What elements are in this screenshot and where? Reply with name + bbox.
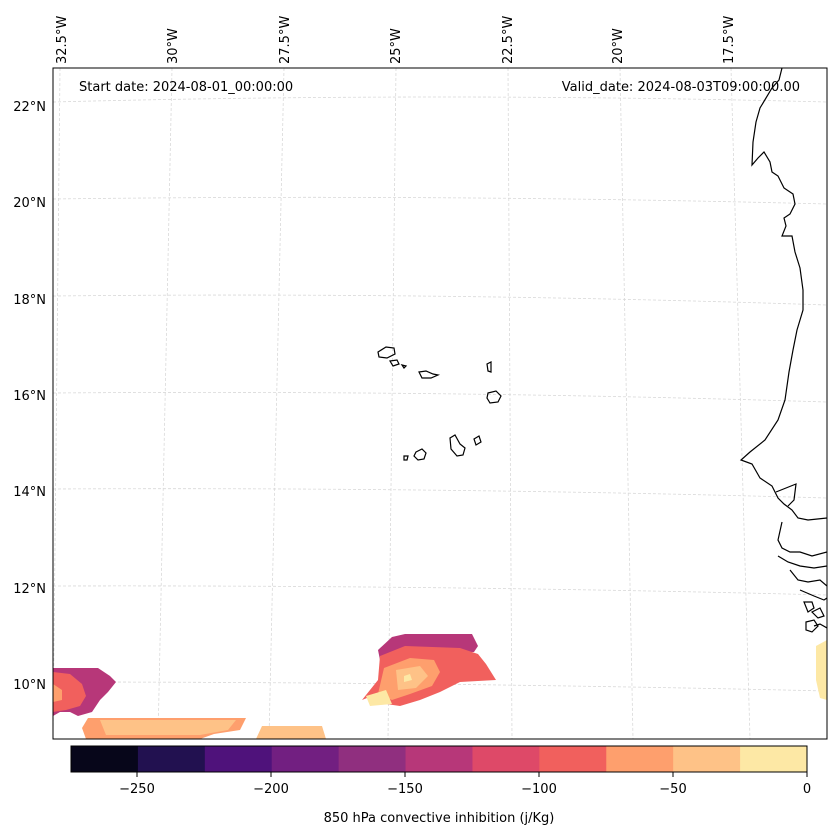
valid-date-label: Valid_date: 2024-08-03T09:00:00.00 [562,80,800,95]
cin-south-strip-2 [256,726,326,739]
colorbar-segment [137,746,206,772]
lat-label: 16°N [13,389,46,404]
lon-label: 17.5°W [722,16,737,64]
colorbar-segment [740,746,808,772]
lon-label: 25°W [389,28,404,64]
cin-east-edge [816,640,827,700]
colorbar-tick-label: 0 [803,782,811,797]
colorbar-segment [405,746,473,772]
colorbar-ticks: −250 −200 −150 −100 −50 0 [119,772,811,797]
cin-west-inner [53,684,62,702]
longitude-labels: 32.5°W 30°W 27.5°W 25°W 22.5°W 20°W 17.5… [55,16,737,64]
cin-south-strip-light [100,720,236,735]
lat-label: 18°N [13,293,46,308]
colorbar-tick-label: −250 [119,782,155,797]
map-frame [52,67,828,740]
colorbar-segment [472,746,540,772]
cin-central-core [404,674,412,682]
island-boa-vista [486,390,502,404]
colorbar-segment [606,746,674,772]
lon-label: 32.5°W [55,16,70,64]
african-coastline [739,68,827,633]
lat-label: 14°N [13,485,46,500]
colorbar-outline [70,745,808,773]
colorbar-segment [338,746,407,772]
island-sao-nicolau [418,370,441,379]
start-date-label: Start date: 2024-08-01_00:00:00 [79,80,293,95]
lon-label: 27.5°W [278,16,293,64]
colorbar-tick-label: −100 [521,782,557,797]
island-fogo [413,448,427,461]
island-maio [473,435,482,446]
colorbar-segment [271,746,340,772]
colorbar [70,745,808,773]
cin-west-mid [53,672,86,712]
lat-label: 22°N [13,100,46,115]
latitude-labels: 22°N 20°N 18°N 16°N 14°N 12°N 10°N [13,100,46,693]
colorbar-segment [71,746,139,772]
island-brava [403,455,409,461]
lat-label: 10°N [13,678,46,693]
cin-central-light [396,666,428,690]
graticule [53,68,827,739]
cape-verde-islands [377,346,502,461]
island-sal [486,361,492,373]
cin-contours [53,634,827,739]
lon-label: 30°W [166,28,181,64]
colorbar-tick-label: −150 [387,782,423,797]
lat-label: 20°N [13,196,46,211]
colorbar-segment [539,746,607,772]
island-sao-vicente [389,359,400,367]
lat-label: 12°N [13,582,46,597]
map-area [53,68,827,739]
colorbar-segment [204,746,273,772]
colorbar-label: 850 hPa convective inhibition (j/Kg) [324,811,555,826]
lon-label: 20°W [611,28,626,64]
cin-central-south [366,690,392,706]
colorbar-segment [673,746,741,772]
colorbar-tick-label: −200 [253,782,289,797]
island-santa-luzia [400,364,408,369]
colorbar-tick-label: −50 [659,782,686,797]
island-santiago [449,434,466,457]
lon-label: 22.5°W [501,16,516,64]
island-santo-antao [377,346,396,359]
